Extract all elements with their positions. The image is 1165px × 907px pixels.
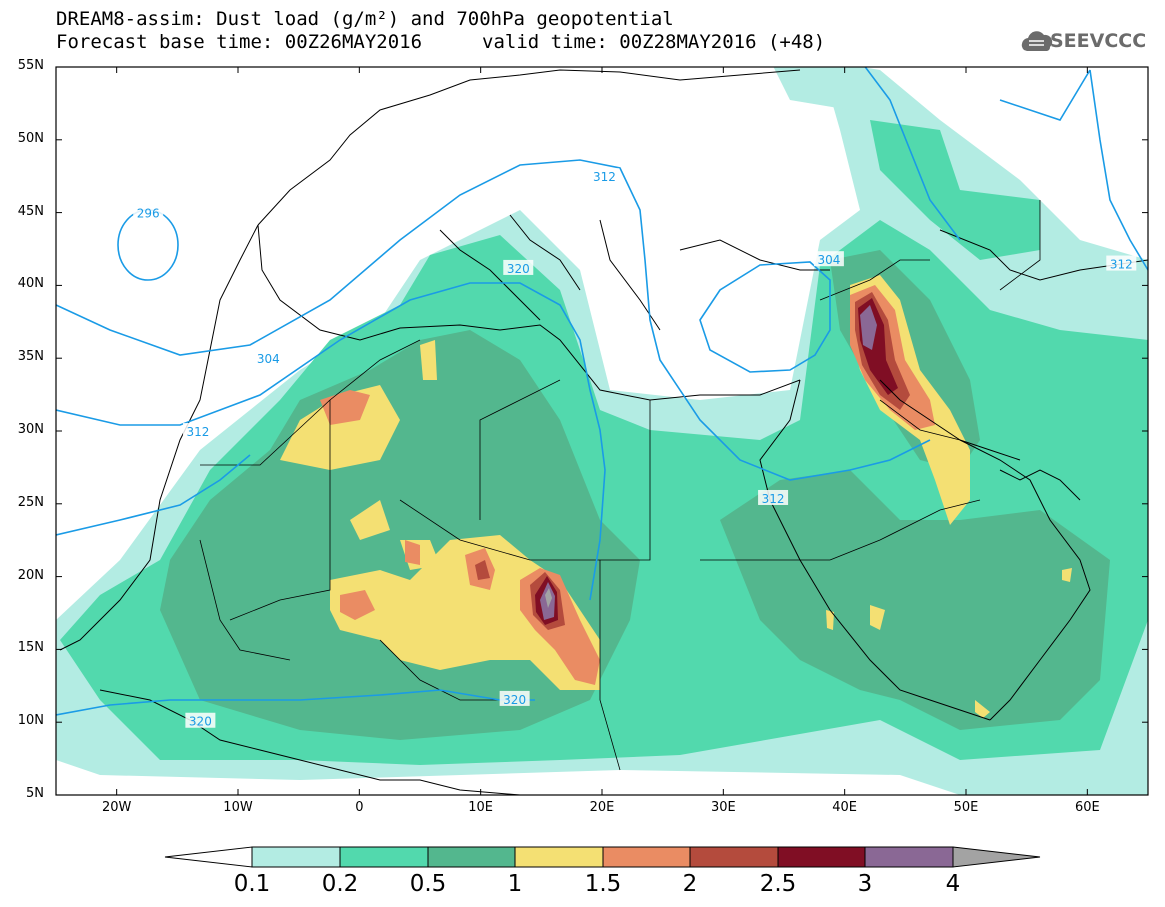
colorbar-bin-7 — [777, 846, 866, 868]
contour-label: 312 — [762, 492, 785, 506]
contour-label-bg — [813, 251, 844, 267]
seevccc-logo: SEEVCCC — [1050, 30, 1147, 52]
lon-label: 20E — [589, 800, 615, 815]
contour-label-bg — [182, 423, 213, 438]
lat-label: 10N — [17, 713, 44, 729]
contour-label-bg — [133, 204, 164, 220]
colorbar-label: 1.5 — [584, 871, 622, 897]
lat-label: 30N — [17, 422, 44, 437]
colorbar-label: 0.1 — [233, 871, 271, 897]
contour-label-bg — [253, 350, 284, 366]
lat-label: 45N — [17, 203, 44, 219]
contour-label: 304 — [257, 352, 280, 366]
map-title: DREAM8-assim: Dust load (g/m²) and 700hP… — [56, 8, 674, 30]
lat-label: 40N — [17, 276, 44, 292]
colorbar-label: 2 — [682, 871, 698, 897]
colorbar-bin-5 — [602, 846, 691, 868]
contour-label-bg — [1106, 255, 1137, 271]
colorbar-bin-1 — [251, 846, 341, 868]
colorbar-label: 2.5 — [759, 871, 797, 897]
contour-label: 312 — [1110, 258, 1133, 272]
colorbar-label: 4 — [945, 871, 961, 897]
contour-label-bg — [758, 489, 789, 505]
colorbar-high-arrow — [952, 846, 1041, 868]
lon-label: 40E — [832, 800, 858, 815]
contour-label: 320 — [503, 693, 526, 707]
lon-label: 0 — [355, 800, 364, 815]
contour-label: 312 — [593, 170, 616, 184]
lat-label: 20N — [17, 567, 44, 583]
colorbar-label: 3 — [857, 871, 873, 897]
lon-label: 60E — [1074, 800, 1100, 815]
lat-label: 5N — [26, 786, 44, 801]
lon-label: 50E — [953, 800, 979, 815]
lon-label: 20W — [101, 800, 132, 815]
colorbar-bin-4 — [514, 846, 604, 868]
geopotential-contours — [56, 67, 1148, 716]
borders — [199, 200, 1041, 771]
contour-label-bg — [185, 712, 216, 728]
colorbar-bin-3 — [427, 846, 516, 868]
colorbar-label: 0.2 — [321, 871, 359, 897]
lat-label: 25N — [17, 494, 44, 510]
contour-label-bg — [503, 259, 534, 275]
coastlines — [59, 69, 1148, 795]
colorbar-bin-2 — [339, 846, 429, 868]
colorbar-low-arrow — [164, 846, 253, 868]
contour-label-bg — [589, 168, 620, 184]
lat-label: 50N — [17, 130, 44, 146]
forecast-base-time: Forecast base time: 00Z26MAY2016 — [56, 31, 423, 53]
lon-label: 10W — [223, 800, 253, 815]
contour-label: 312 — [187, 425, 210, 439]
lon-label: 10E — [468, 800, 494, 815]
colorbar — [164, 846, 1041, 868]
contour-label: 304 — [817, 253, 840, 267]
lat-label: 15N — [17, 640, 44, 656]
contour-label: 320 — [189, 715, 212, 729]
colorbar-bin-6 — [689, 846, 779, 868]
contour-label: 320 — [507, 262, 530, 276]
contour-label: 296 — [137, 207, 160, 221]
cloud-logo-icon — [1021, 31, 1053, 51]
colorbar-label: 1 — [507, 871, 523, 897]
colorbar-label: 0.5 — [409, 871, 447, 897]
lon-label: 30E — [710, 800, 736, 815]
lat-label: 35N — [17, 349, 44, 365]
contour-labels: 296 304 312 312 320 304 312 312 320 320 — [133, 168, 1137, 729]
valid-time: valid time: 00Z28MAY2016 (+48) — [482, 31, 826, 53]
colorbar-bin-8 — [864, 846, 954, 868]
contour-label-bg — [499, 690, 530, 706]
lat-label: 55N — [17, 58, 44, 73]
